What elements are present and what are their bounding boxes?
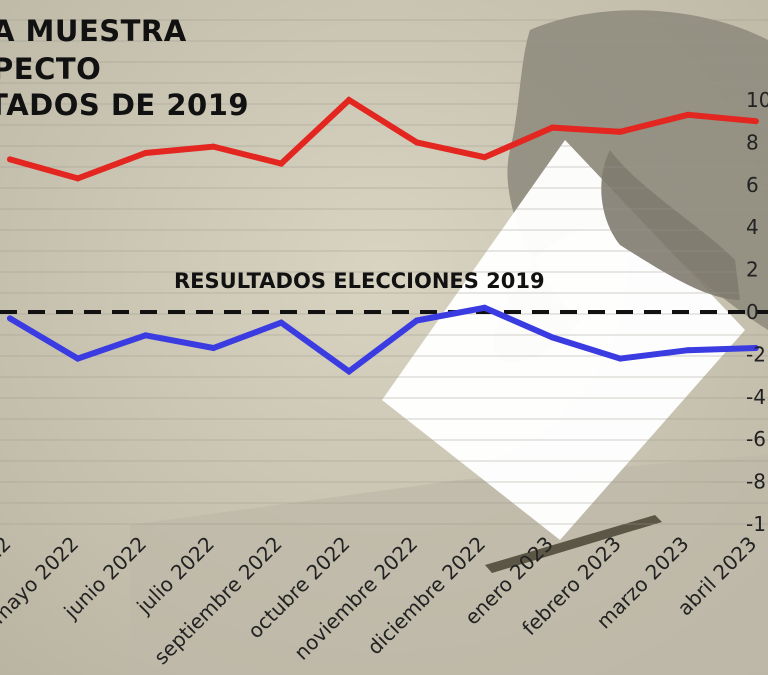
thumb-shape xyxy=(601,150,740,300)
series-1-point xyxy=(210,143,217,150)
y-tick-label: -4 xyxy=(746,385,766,409)
title-line-2: PECTO xyxy=(0,52,102,86)
series-1-point xyxy=(617,128,624,135)
ballot-illustration xyxy=(130,10,768,675)
reference-label: RESULTADOS ELECCIONES 2019 xyxy=(174,269,545,293)
series-1-point xyxy=(413,139,420,146)
series-1-point xyxy=(549,124,556,131)
series-1-point xyxy=(685,111,691,118)
y-axis-ticks: 10 8 6 4 2 0 -2 -4 -6 -8 -1 xyxy=(746,88,768,536)
series-2-point xyxy=(346,368,352,375)
series-2-point xyxy=(617,355,624,362)
y-tick-label: 8 xyxy=(746,130,759,154)
series-2-line xyxy=(7,304,759,376)
ballot-box-top xyxy=(130,455,768,675)
title-line-3: LTADOS DE 2019 xyxy=(0,88,250,122)
series-2-point xyxy=(7,315,13,322)
y-tick-label: -2 xyxy=(746,342,766,366)
series-2-point xyxy=(210,345,217,352)
series-1-point xyxy=(7,156,13,163)
series-2-point xyxy=(413,317,420,324)
series-1-point xyxy=(74,175,81,182)
series-2-point xyxy=(549,334,556,341)
series-2-point xyxy=(685,347,691,354)
y-tick-label: 0 xyxy=(746,300,759,324)
series-2-point xyxy=(481,304,488,311)
y-tick-label: 6 xyxy=(746,173,759,197)
series-1-point xyxy=(142,150,149,156)
ballot-slot xyxy=(485,515,662,573)
series-1-point xyxy=(481,154,488,161)
series-1-point xyxy=(346,97,352,103)
series-layer xyxy=(7,96,759,376)
y-tick-label: -8 xyxy=(746,470,766,494)
series-2-point xyxy=(752,345,759,352)
y-tick-label: 10 xyxy=(746,88,768,112)
series-2-point xyxy=(278,319,285,326)
series-1-point xyxy=(278,160,285,167)
y-tick-label: 2 xyxy=(746,258,759,282)
grid-lines xyxy=(0,19,768,525)
title-line-1: A MUESTRA xyxy=(0,14,187,48)
y-tick-label: -1 xyxy=(746,512,766,536)
y-tick-label: -6 xyxy=(746,427,766,451)
y-tick-label: 4 xyxy=(746,215,759,239)
series-2-point xyxy=(74,355,81,362)
series-1-line xyxy=(7,96,759,182)
series-1-point xyxy=(752,118,759,125)
series-2-point xyxy=(142,332,149,339)
